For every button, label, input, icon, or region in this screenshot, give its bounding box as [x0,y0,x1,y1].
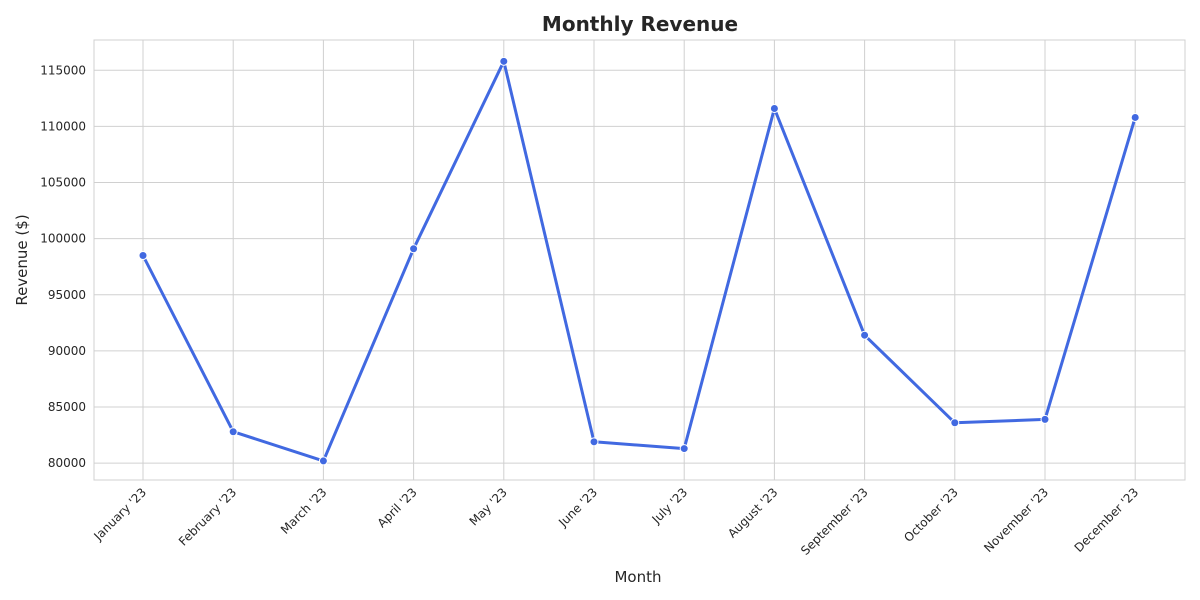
data-point [138,251,148,261]
x-tick-label: January '23 [91,485,150,544]
grid [94,40,1185,480]
x-tick-label: February '23 [176,485,239,548]
plot-frame [93,39,1186,481]
series-layer [138,56,1140,466]
x-tick-label: November '23 [981,485,1051,555]
x-tick-label: October '23 [901,485,961,545]
y-tick-label: 100000 [40,232,86,246]
y-tick-label: 85000 [48,400,86,414]
x-axis-ticks: January '23 February '23 March '23 April '2… [91,485,1142,558]
y-axis-ticks: 80000 85000 90000 95000 100000 105000 110000 11… [40,63,86,470]
data-point [679,444,689,454]
x-tick-label: April '23 [375,485,420,530]
x-axis-label: Month [614,568,661,586]
data-point [1040,414,1050,424]
data-point [499,56,509,66]
data-point [589,437,599,447]
data-point [769,103,779,113]
y-tick-label: 115000 [40,63,86,77]
data-point [318,456,328,466]
x-tick-label: May '23 [467,485,510,528]
data-point [409,244,419,254]
series-line [141,59,1137,463]
x-tick-label: December '23 [1072,485,1142,555]
x-tick-label: June '23 [555,485,600,530]
x-tick-label: September '23 [798,485,871,558]
y-tick-label: 110000 [40,119,86,133]
chart-title: Monthly Revenue [542,12,738,36]
x-tick-label: August '23 [725,485,780,540]
data-point [950,418,960,428]
y-axis-label: Revenue ($) [13,214,31,305]
x-tick-label: July '23 [649,485,691,527]
data-point [228,427,238,437]
y-tick-label: 90000 [48,344,86,358]
y-tick-label: 80000 [48,456,86,470]
data-point [1130,112,1140,122]
y-tick-label: 95000 [48,288,86,302]
x-tick-label: March '23 [278,485,330,537]
y-tick-label: 105000 [40,176,86,190]
data-point [860,330,870,340]
